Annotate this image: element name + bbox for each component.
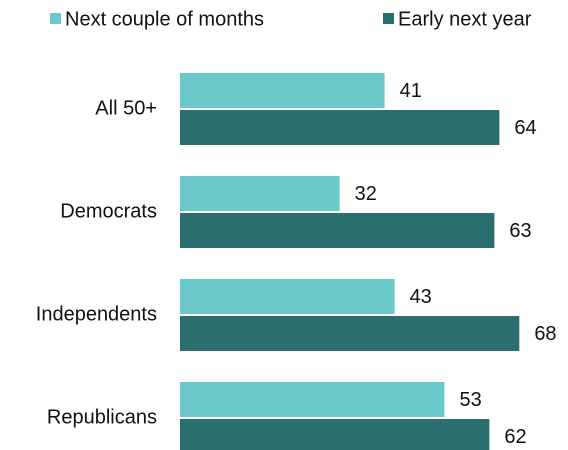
legend-swatch [383,13,394,24]
legend-label: Early next year [398,8,532,30]
category-label: Independents [36,303,157,325]
value-label: 53 [459,389,481,411]
value-label: 32 [355,183,377,205]
value-label: 41 [400,80,422,102]
bar [180,110,500,145]
legend-label: Next couple of months [65,8,264,30]
value-label: 68 [534,323,556,345]
value-label: 62 [504,426,526,448]
bar [180,382,445,417]
bar [180,176,340,211]
value-label: 64 [514,117,536,139]
bar [180,419,490,450]
legend-swatch [50,13,61,24]
category-label: Democrats [60,200,157,222]
bar [180,316,520,351]
bar [180,73,385,108]
value-label: 43 [410,286,432,308]
category-label: All 50+ [95,97,157,119]
value-label: 63 [509,220,531,242]
bar [180,279,395,314]
bar [180,213,495,248]
category-label: Republicans [47,406,157,428]
